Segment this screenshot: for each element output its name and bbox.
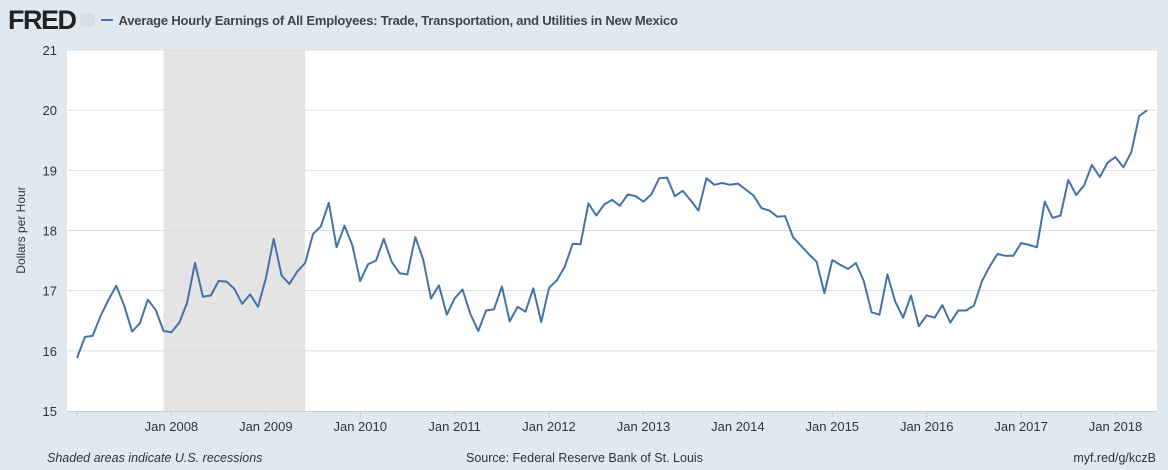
x-tick-label: Jan 2013 (617, 419, 671, 434)
source-text: Source: Federal Reserve Bank of St. Loui… (466, 451, 703, 465)
y-tick-label: 21 (43, 43, 57, 58)
y-tick-label: 20 (43, 103, 57, 118)
x-tick-label: Jan 2012 (522, 419, 576, 434)
legend-line-icon (100, 19, 113, 21)
x-tick-label: Jan 2017 (994, 419, 1048, 434)
y-axis-label: Dollars per Hour (14, 186, 28, 273)
x-tick-label: Jan 2016 (900, 419, 954, 434)
x-tick-label: Jan 2008 (145, 419, 199, 434)
y-tick-label: 19 (43, 163, 57, 178)
x-tick-label: Jan 2011 (428, 419, 481, 434)
x-tick-label: Jan 2015 (806, 419, 860, 434)
x-tick-label: Jan 2009 (239, 419, 293, 434)
short-link[interactable]: myf.red/g/kczB (1073, 451, 1156, 465)
y-tick-label: 16 (43, 344, 57, 359)
chart-title: Average Hourly Earnings of All Employees… (118, 12, 678, 28)
recession-note: Shaded areas indicate U.S. recessions (47, 451, 263, 465)
x-tick-label: Jan 2018 (1089, 419, 1143, 434)
x-tick-label: Jan 2010 (333, 419, 387, 434)
y-tick-label: 15 (43, 404, 57, 419)
chart-logo-icon (79, 13, 95, 27)
x-tick-label: Jan 2014 (711, 419, 765, 434)
fred-logo[interactable]: FRED (8, 4, 77, 35)
y-tick-label: 18 (43, 224, 57, 239)
y-tick-label: 17 (43, 284, 57, 299)
chart-header: FRED Average Hourly Earnings of All Empl… (8, 4, 678, 35)
